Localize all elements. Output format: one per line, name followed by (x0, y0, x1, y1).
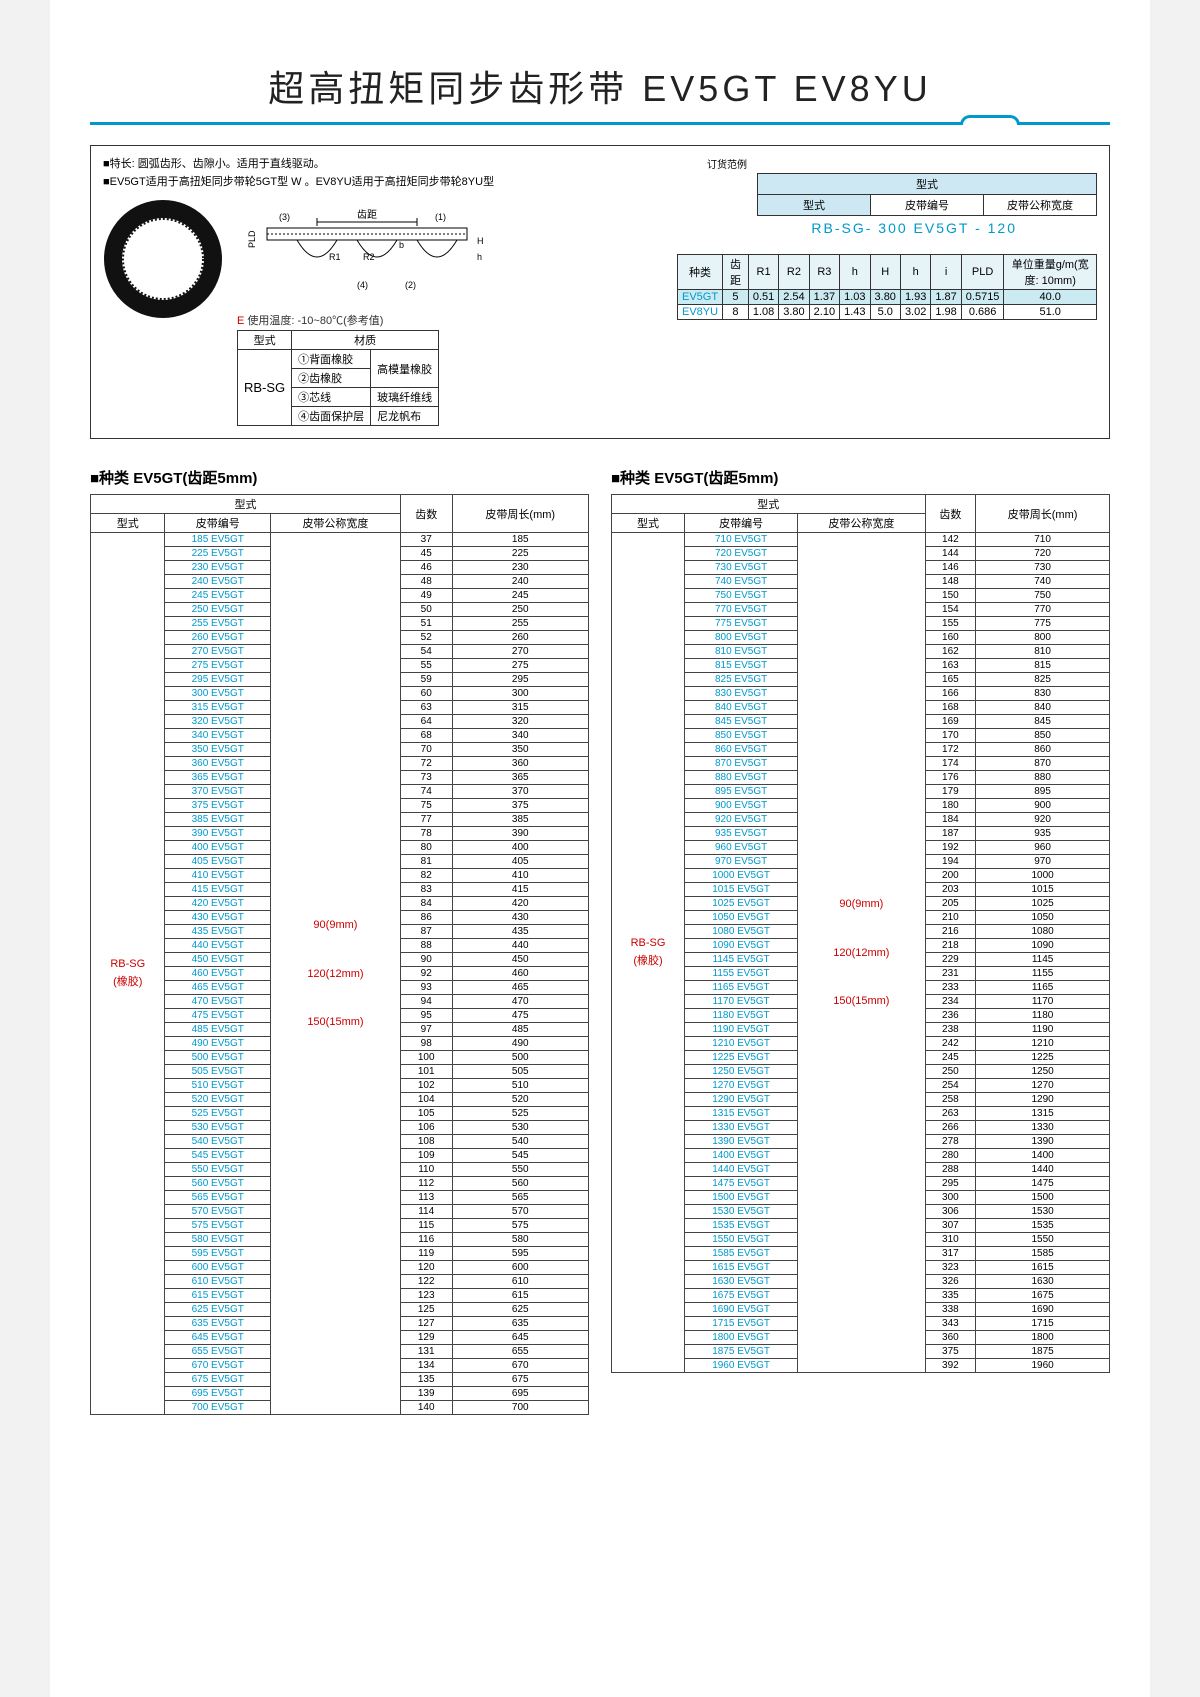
pld-label: PLD (247, 230, 257, 248)
title-decoration (960, 115, 1020, 125)
pitch-label: 齿距 (357, 209, 377, 221)
material-table: 型式材质RB-SG①背面橡胶高模量橡胶②齿橡胶③芯线玻璃纤维线④齿面保护层尼龙帆… (237, 330, 439, 426)
diagram-row: 齿距 (3) (1) R1 R2 b Hh PLD (4) (2) (103, 199, 663, 426)
svg-text:(2): (2) (405, 280, 416, 290)
spec-table: 种类齿距R1R2R3hHhiPLD单位重量g/m(宽度: 10mm) EV5GT… (677, 254, 1097, 320)
data-columns: ■种类 EV5GT(齿距5mm) 型式齿数皮带周长(mm)型式皮带编号皮带公称宽… (90, 459, 1110, 1415)
right-column: ■种类 EV5GT(齿距5mm) 型式齿数皮带周长(mm)型式皮带编号皮带公称宽… (611, 459, 1110, 1415)
note-line: ■特长: 圆弧齿形、齿隙小。适用于直线驱动。 (103, 156, 663, 174)
diagram-and-material: 齿距 (3) (1) R1 R2 b Hh PLD (4) (2) (237, 199, 497, 426)
section-title-right: ■种类 EV5GT(齿距5mm) (611, 467, 1110, 488)
svg-text:(4): (4) (357, 280, 368, 290)
tooth-diagram-icon: 齿距 (3) (1) R1 R2 b Hh PLD (4) (2) (237, 199, 497, 309)
order-header-row: 型式型式皮带编号皮带公称宽度 (757, 173, 1097, 216)
info-right: 订货范例 型式型式皮带编号皮带公称宽度 RB-SG- 300 EV5GT - 1… (677, 156, 1097, 426)
belt-photo-icon (103, 199, 223, 319)
title-bar: 超高扭矩同步齿形带 EV5GT EV8YU (90, 60, 1110, 125)
svg-text:(1): (1) (435, 212, 446, 222)
data-table-left: 型式齿数皮带周长(mm)型式皮带编号皮带公称宽度 RB-SG(橡胶)185 EV… (90, 494, 589, 1415)
page: 超高扭矩同步齿形带 EV5GT EV8YU ■特长: 圆弧齿形、齿隙小。适用于直… (50, 0, 1150, 1697)
order-label: 订货范例 (677, 156, 1097, 171)
svg-text:R2: R2 (363, 252, 375, 262)
note-line: ■EV5GT适用于高扭矩同步带轮5GT型 W 。EV8YU适用于高扭矩同步带轮8… (103, 174, 663, 192)
order-example: RB-SG- 300 EV5GT - 120 (677, 220, 1097, 236)
notes: ■特长: 圆弧齿形、齿隙小。适用于直线驱动。 ■EV5GT适用于高扭矩同步带轮5… (103, 156, 663, 191)
svg-text:h: h (477, 252, 482, 262)
info-box: ■特长: 圆弧齿形、齿隙小。适用于直线驱动。 ■EV5GT适用于高扭矩同步带轮5… (90, 145, 1110, 439)
info-left: ■特长: 圆弧齿形、齿隙小。适用于直线驱动。 ■EV5GT适用于高扭矩同步带轮5… (103, 156, 663, 426)
section-title-left: ■种类 EV5GT(齿距5mm) (90, 467, 589, 488)
material-block: E 使用温度: -10~80℃(参考值) 型式材质RB-SG①背面橡胶高模量橡胶… (237, 312, 497, 426)
data-table-right: 型式齿数皮带周长(mm)型式皮带编号皮带公称宽度 RB-SG(橡胶)710 EV… (611, 494, 1110, 1373)
svg-text:H: H (477, 236, 484, 246)
svg-text:(3): (3) (279, 212, 290, 222)
page-title: 超高扭矩同步齿形带 EV5GT EV8YU (90, 60, 1110, 112)
left-column: ■种类 EV5GT(齿距5mm) 型式齿数皮带周长(mm)型式皮带编号皮带公称宽… (90, 459, 589, 1415)
svg-text:b: b (399, 240, 404, 250)
svg-text:R1: R1 (329, 252, 341, 262)
temp-line: E 使用温度: -10~80℃(参考值) (237, 312, 497, 328)
